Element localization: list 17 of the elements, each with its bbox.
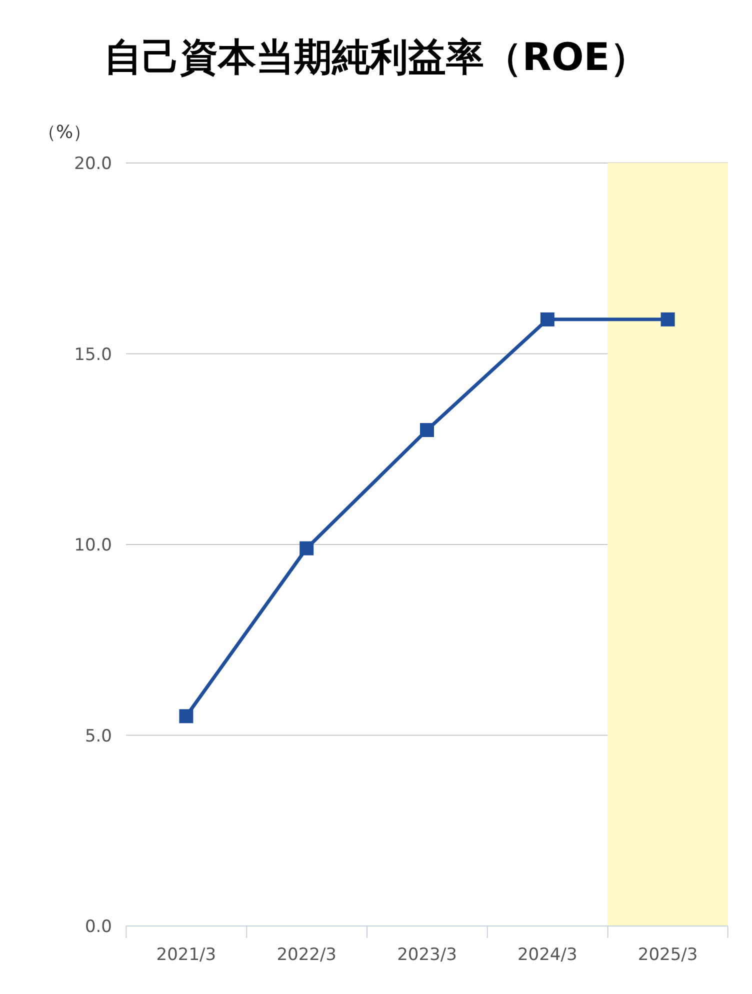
y-tick-label: 5.0 xyxy=(84,726,112,746)
x-tick-label: 2022/3 xyxy=(276,945,337,965)
chart-title: 自己資本当期純利益率（ROE） xyxy=(103,34,649,81)
y-axis-title: （%） xyxy=(38,121,92,144)
x-tick-label: 2025/3 xyxy=(638,945,698,965)
point xyxy=(540,312,554,326)
x-tick-label: 2021/3 xyxy=(156,945,216,965)
point xyxy=(179,709,194,724)
point xyxy=(660,312,675,326)
y-tick-label: 10.0 xyxy=(74,536,112,556)
point xyxy=(420,423,434,438)
y-tick-label: 0.0 xyxy=(84,917,112,938)
point xyxy=(300,541,314,556)
x-tick-label: 2023/3 xyxy=(397,945,457,965)
y-tick-label: 20.0 xyxy=(74,154,112,174)
x-tick-label: 2024/3 xyxy=(517,945,578,965)
y-tick-label: 15.0 xyxy=(74,344,112,365)
